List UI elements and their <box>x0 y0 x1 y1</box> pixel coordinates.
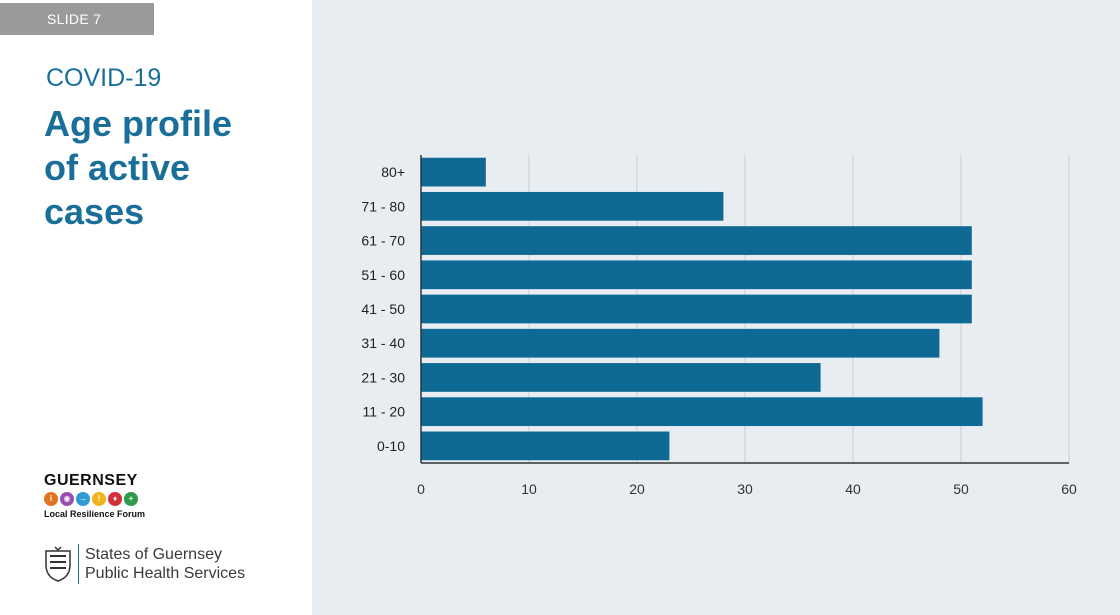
sog-logo-line: Public Health Services <box>85 565 246 582</box>
arrow-right-icon: → <box>76 492 90 506</box>
bar <box>421 431 670 461</box>
x-tick-label: 30 <box>737 481 753 497</box>
category-label: 61 - 70 <box>361 233 405 249</box>
info-icon: i <box>44 492 58 506</box>
lrf-logo-icons: i ◉ → ! ♦ + <box>44 492 174 506</box>
category-label: 21 - 30 <box>361 369 405 385</box>
bar <box>421 363 821 392</box>
bar <box>421 294 972 324</box>
sog-logo-line: States of Guernsey <box>85 546 222 563</box>
lrf-logo-subtitle: Local Resilience Forum <box>44 509 146 519</box>
logo-divider <box>78 544 79 584</box>
x-tick-label: 0 <box>417 481 425 497</box>
x-tick-label: 20 <box>629 481 645 497</box>
bar <box>421 226 972 255</box>
sog-logo-text: States of Guernsey Public Health Service… <box>85 545 245 583</box>
alert-icon: ! <box>92 492 106 506</box>
bar <box>421 328 940 358</box>
person-icon: ◉ <box>60 492 74 506</box>
category-label: 11 - 20 <box>362 404 405 420</box>
guernsey-crest-icon <box>45 546 71 582</box>
bar <box>421 157 486 187</box>
left-panel: SLIDE 7 COVID-19 Age profile of active c… <box>0 0 312 615</box>
bar <box>421 397 983 427</box>
guernsey-lrf-logo: GUERNSEY i ◉ → ! ♦ + Local Resilience Fo… <box>44 472 174 519</box>
flame-icon: ♦ <box>108 492 122 506</box>
bar <box>421 191 724 221</box>
x-tick-label: 40 <box>845 481 861 497</box>
category-label: 0-10 <box>377 438 405 454</box>
x-tick-label: 50 <box>953 481 969 497</box>
x-tick-label: 60 <box>1061 481 1077 497</box>
category-label: 80+ <box>381 164 405 180</box>
slide-title-line: Age profile <box>44 103 233 144</box>
slide-title: Age profile of active cases <box>44 102 304 234</box>
slide-title-line: cases <box>44 191 145 232</box>
category-label: 51 - 60 <box>361 267 405 283</box>
category-label: 31 - 40 <box>361 335 405 351</box>
category-label: 41 - 50 <box>361 301 405 317</box>
plus-icon: + <box>124 492 138 506</box>
slide-number-tag: SLIDE 7 <box>0 3 154 35</box>
lrf-logo-title: GUERNSEY <box>44 472 138 489</box>
bar <box>421 260 972 290</box>
category-label: 71 - 80 <box>361 198 405 214</box>
states-of-guernsey-logo: States of Guernsey Public Health Service… <box>42 544 245 584</box>
slide-title-line: of active <box>44 147 191 188</box>
x-tick-label: 10 <box>521 481 537 497</box>
slide-eyebrow: COVID-19 <box>46 64 162 92</box>
